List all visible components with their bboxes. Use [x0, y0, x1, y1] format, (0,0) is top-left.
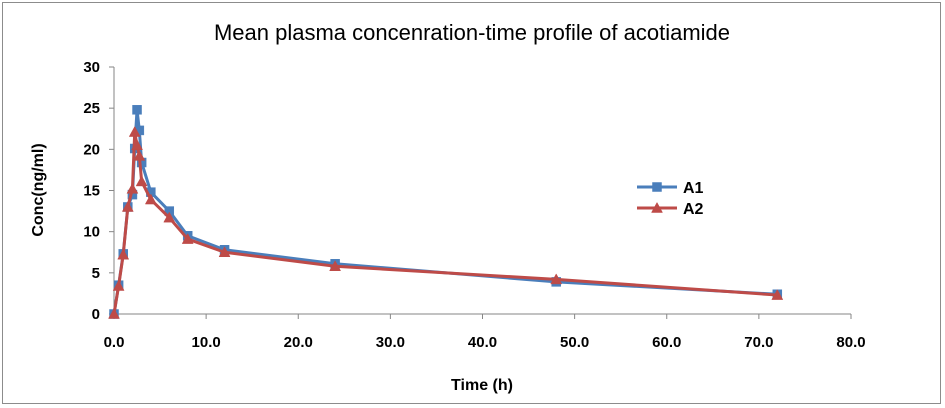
x-tick-label: 10.0 [192, 334, 221, 351]
y-tick-label: 0 [92, 306, 100, 323]
data-point [771, 289, 784, 300]
series-a1 [109, 105, 783, 319]
data-point [112, 279, 125, 291]
data-point [133, 149, 146, 161]
x-tick-label: 30.0 [376, 334, 405, 351]
data-point [131, 139, 143, 150]
legend-item-a1: A1 [637, 180, 704, 197]
data-point [108, 307, 120, 319]
data-point [329, 260, 342, 271]
data-point [163, 211, 176, 223]
data-point [550, 273, 563, 285]
x-axis-title: Time (h) [451, 377, 513, 394]
data-point [128, 126, 141, 137]
data-point [135, 175, 148, 187]
legend-label: A2 [683, 201, 704, 218]
y-tick-label: 15 [83, 183, 100, 200]
series-a2 [108, 126, 784, 319]
legend-item-a2: A2 [637, 201, 704, 218]
chart-area [2, 2, 941, 404]
y-tick-label: 25 [83, 100, 100, 117]
x-tick-label: 50.0 [560, 334, 589, 351]
data-point [144, 193, 157, 205]
data-point [218, 246, 231, 257]
data-point [117, 248, 130, 260]
data-point [126, 182, 139, 194]
y-tick-label: 5 [92, 265, 100, 282]
y-tick-label: 20 [83, 141, 100, 158]
legend-label: A1 [683, 180, 704, 197]
y-axis-title: Conc(ng/ml) [30, 143, 47, 236]
x-tick-label: 0.0 [104, 334, 125, 351]
x-tick-label: 80.0 [836, 334, 865, 351]
series-line-a1 [112, 108, 779, 316]
data-point [181, 233, 194, 244]
series-line-a2 [112, 130, 779, 316]
x-tick-label: 20.0 [284, 334, 313, 351]
data-point [121, 200, 134, 212]
x-tick-label: 60.0 [652, 334, 681, 351]
data-point [132, 105, 142, 115]
x-tick-label: 40.0 [468, 334, 497, 351]
y-tick-label: 10 [83, 224, 100, 241]
y-tick-label: 30 [83, 59, 100, 76]
legend-swatch-marker [652, 182, 662, 192]
legend-swatch-marker [651, 201, 663, 213]
x-tick-label: 70.0 [744, 334, 773, 351]
chart-title: Mean plasma concenration-time profile of… [214, 20, 730, 45]
plot-area: 0 5 10 15 20 25 30 0.0 10.0 20.0 30.0 40.0 50.0 60.0 7… [83, 59, 865, 351]
